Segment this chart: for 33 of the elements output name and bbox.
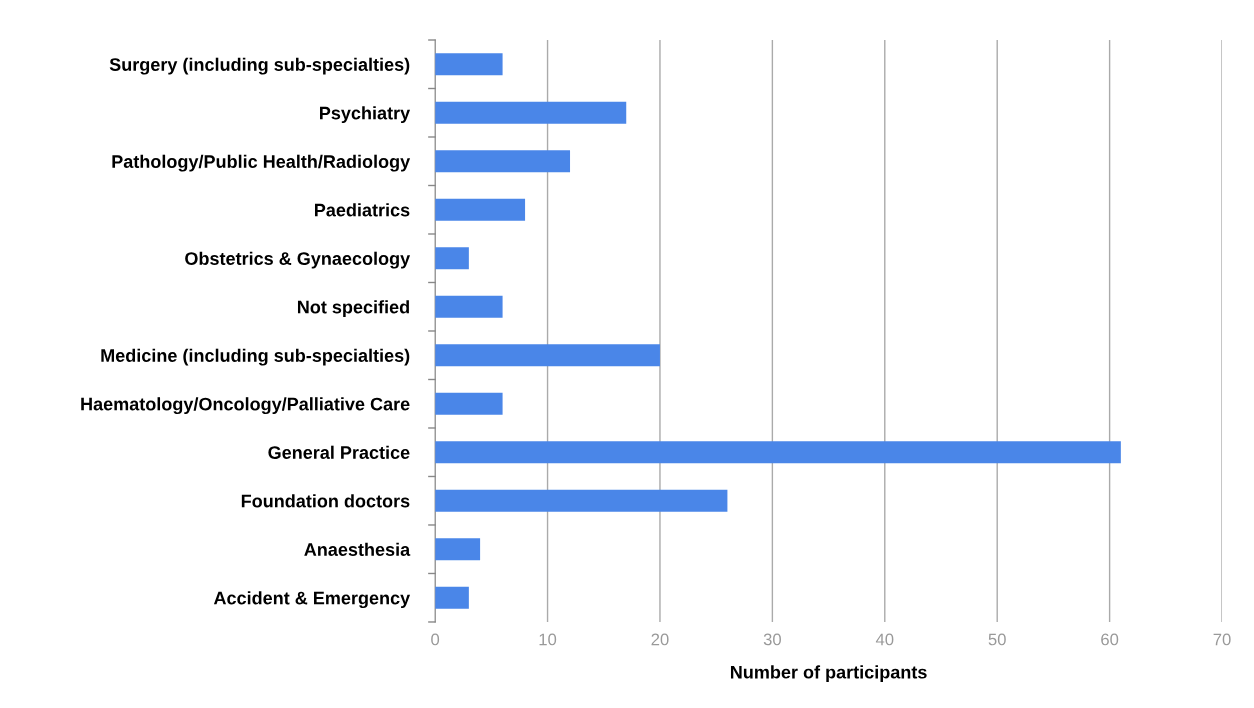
x-tick-label: 20: [651, 633, 669, 646]
y-tick-label: Foundation doctors: [241, 494, 410, 508]
x-axis-title: Number of participants: [730, 665, 927, 683]
x-tick-label: 70: [1213, 633, 1231, 646]
x-tick-label: 50: [988, 633, 1006, 646]
bar: [435, 247, 469, 270]
y-tick-label: General Practice: [268, 445, 410, 459]
y-tick-label: Anaesthesia: [304, 542, 411, 556]
bar: [435, 295, 503, 318]
x-tick-label: 40: [875, 633, 894, 646]
bar: [435, 586, 469, 609]
y-tick-label: Psychiatry: [320, 106, 411, 124]
bar: [435, 101, 627, 124]
x-tick-label: 30: [763, 633, 781, 646]
bar: [435, 538, 481, 561]
x-tick-label: 10: [539, 633, 557, 646]
bar: [435, 150, 571, 173]
x-tick-label: 0: [431, 633, 440, 646]
bar: [435, 392, 503, 415]
bar: [435, 489, 728, 512]
bar: [435, 198, 526, 221]
y-tick-label: Accident & Emergency: [213, 591, 411, 609]
y-tick-label: Medicine (including sub-specialties): [101, 348, 410, 366]
y-tick-label: Haematology/Oncology/Palliative Care: [81, 397, 410, 415]
bar: [435, 53, 503, 76]
y-tick-label: Obstetrics & Gynaecology: [185, 251, 411, 269]
y-tick-label: Pathology/Public Health/Radiology: [112, 154, 411, 172]
y-tick-label: Paediatrics: [315, 203, 410, 217]
x-tick-label: 60: [1101, 633, 1119, 646]
y-tick-label: Surgery (including sub-specialties): [109, 57, 410, 75]
bar: [435, 344, 660, 367]
bar: [435, 441, 1121, 464]
y-tick-label: Not specified: [297, 300, 409, 318]
